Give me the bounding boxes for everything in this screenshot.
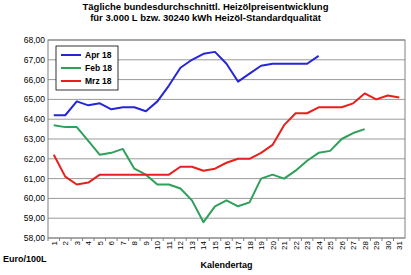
x-tick [255,238,256,241]
x-tick-label: 1 [50,240,59,245]
x-tick [393,238,394,241]
x-tick [324,238,325,241]
x-tick [174,238,175,241]
x-tick [232,238,233,241]
grid-line [48,178,405,179]
plot-frame [48,40,405,238]
legend-swatch [61,67,81,69]
y-tick-label: 59,00 [24,213,46,223]
legend-swatch [61,80,81,82]
x-tick [151,238,152,241]
x-tick [358,238,359,241]
legend-label: Mrz 18 [85,76,112,86]
x-tick-label: 18 [246,240,255,249]
y-axis-label: Euro/100L [3,254,47,264]
x-tick-label: 13 [188,240,197,249]
x-tick-label: 29 [372,240,381,249]
x-tick [312,238,313,241]
x-tick-label: 4 [84,240,93,245]
x-tick-label: 28 [361,240,370,249]
x-tick-label: 25 [326,240,335,249]
grid-line [48,198,405,199]
x-tick-label: 31 [395,240,404,249]
x-tick-label: 6 [107,240,116,245]
x-tick-label: 24 [315,240,324,249]
x-tick-label: 14 [199,240,208,249]
x-tick-label: 16 [223,240,232,249]
grid-line [48,119,405,120]
legend-label: Apr 18 [85,50,112,60]
x-tick-label: 17 [234,240,243,249]
legend [56,46,118,90]
x-tick-label: 22 [292,240,301,249]
x-tick [82,238,83,241]
x-tick [209,238,210,241]
x-tick [71,238,72,241]
x-tick-label: 10 [153,240,162,249]
y-tick-label: 67,00 [24,55,46,65]
x-tick [48,238,49,241]
x-tick-label: 15 [211,240,220,249]
y-tick-label: 58,00 [24,233,46,243]
legend-swatch [61,54,81,56]
series-group [54,52,399,222]
x-axis-label: Kalendertag [200,260,252,270]
chart: Tägliche bundesdurchschnittl. Heizölprei… [0,0,411,275]
x-tick-label: 7 [119,240,128,245]
x-tick-label: 2 [61,240,70,245]
x-tick [94,238,95,241]
y-tick-label: 66,00 [24,75,46,85]
x-tick-label: 8 [130,240,139,245]
x-tick [186,238,187,241]
x-tick-label: 19 [257,240,266,249]
x-tick [266,238,267,241]
grid-line [48,158,405,159]
x-tick [243,238,244,241]
x-tick [163,238,164,241]
x-tick [59,238,60,241]
x-tick-label: 21 [280,240,289,249]
grid-line [48,139,405,140]
y-tick-label: 61,00 [24,174,46,184]
y-tick-label: 64,00 [24,114,46,124]
y-tick-label: 63,00 [24,134,46,144]
x-tick-label: 5 [96,240,105,245]
legend-label: Feb 18 [85,63,112,73]
grid-line [48,218,405,219]
x-tick-label: 9 [142,240,151,245]
x-tick-label: 3 [73,240,82,245]
y-tick-label: 68,00 [24,35,46,45]
x-tick [347,238,348,241]
x-tick [278,238,279,241]
x-tick [381,238,382,241]
x-tick-label: 27 [349,240,358,249]
x-tick [370,238,371,241]
y-tick-label: 60,00 [24,193,46,203]
x-tick-label: 12 [176,240,185,249]
x-tick [301,238,302,241]
x-tick-label: 20 [269,240,278,249]
grid-line [48,99,405,100]
x-tick-label: 26 [338,240,347,249]
x-tick [289,238,290,241]
x-tick-label: 30 [384,240,393,249]
title: Tägliche bundesdurchschnittl. Heizölprei… [83,1,329,12]
x-tick [335,238,336,241]
x-tick [220,238,221,241]
x-tick-label: 23 [303,240,312,249]
x-tick [140,238,141,241]
y-tick-label: 62,00 [24,154,46,164]
x-tick [197,238,198,241]
title: für 3.000 L bzw. 30240 kWh Heizöl-Standa… [90,12,322,23]
y-tick-label: 65,00 [24,94,46,104]
series-line [54,93,399,184]
x-tick [128,238,129,241]
x-tick [105,238,106,241]
x-tick [117,238,118,241]
x-tick-label: 11 [165,240,174,249]
background [0,0,411,275]
